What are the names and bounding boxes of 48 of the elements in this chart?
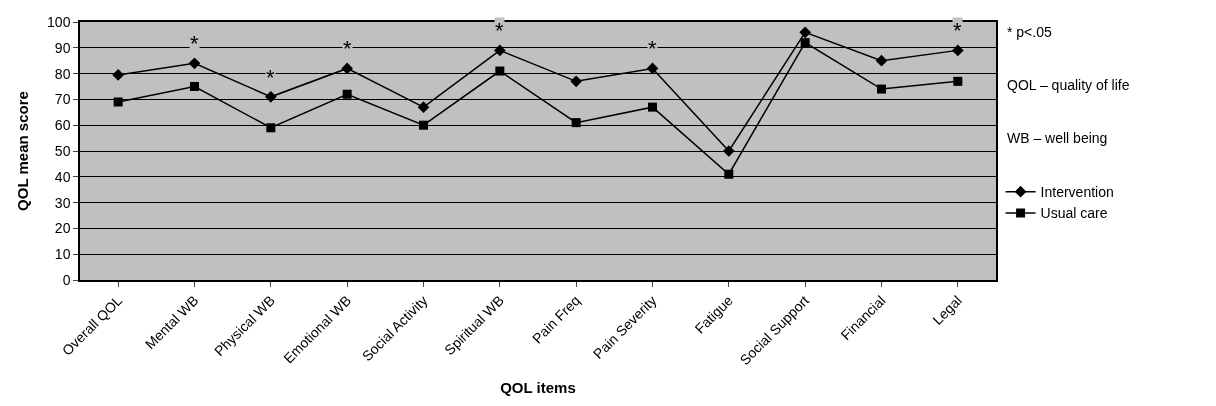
- annotation: *: [190, 31, 199, 56]
- text: * p<.05: [1007, 24, 1052, 40]
- annotation: *: [648, 36, 657, 61]
- text: QOL – quality of life: [1007, 77, 1130, 93]
- point: [648, 102, 657, 112]
- point: [571, 118, 581, 128]
- point: [190, 82, 199, 91]
- y-tick-label: 80: [54, 65, 71, 82]
- point: [570, 75, 583, 88]
- y-tick-label: 70: [54, 91, 71, 108]
- y-tick-label: 90: [54, 39, 71, 56]
- point: [722, 145, 735, 157]
- point: [264, 90, 277, 103]
- text: WB – well being: [1007, 130, 1108, 146]
- point: [342, 89, 352, 99]
- point: [419, 120, 428, 130]
- point: [266, 123, 276, 133]
- point: [113, 97, 123, 107]
- annotation: *: [266, 65, 275, 90]
- point: [646, 62, 659, 75]
- annotation: *: [953, 18, 962, 43]
- point: [495, 66, 505, 76]
- point: [417, 101, 430, 113]
- y-tick-label: 0: [62, 271, 71, 288]
- legend-label: Usual care: [1040, 205, 1108, 222]
- y-axis-title: QOL mean score: [13, 91, 31, 211]
- point: [493, 44, 506, 57]
- point: [953, 76, 963, 86]
- point: [112, 69, 125, 81]
- y-tick-label: 10: [54, 246, 71, 263]
- point: [951, 44, 964, 57]
- x-axis-title: QOL items: [500, 378, 576, 396]
- y-tick-label: 50: [54, 142, 71, 159]
- y-tick-label: 100: [47, 13, 71, 30]
- y-tick-label: 40: [54, 168, 71, 185]
- point: [341, 62, 354, 75]
- y-tick-label: 60: [54, 117, 71, 134]
- legend-label: Intervention: [1040, 184, 1114, 201]
- point: [875, 54, 888, 67]
- point: [799, 26, 812, 39]
- point: [800, 38, 810, 48]
- point: [724, 169, 734, 179]
- point: [877, 84, 886, 94]
- y-tick-label: 20: [54, 220, 71, 237]
- annotation: *: [343, 36, 352, 61]
- annotation: *: [495, 18, 504, 43]
- y-tick-label: 30: [54, 194, 71, 211]
- point: [188, 57, 201, 70]
